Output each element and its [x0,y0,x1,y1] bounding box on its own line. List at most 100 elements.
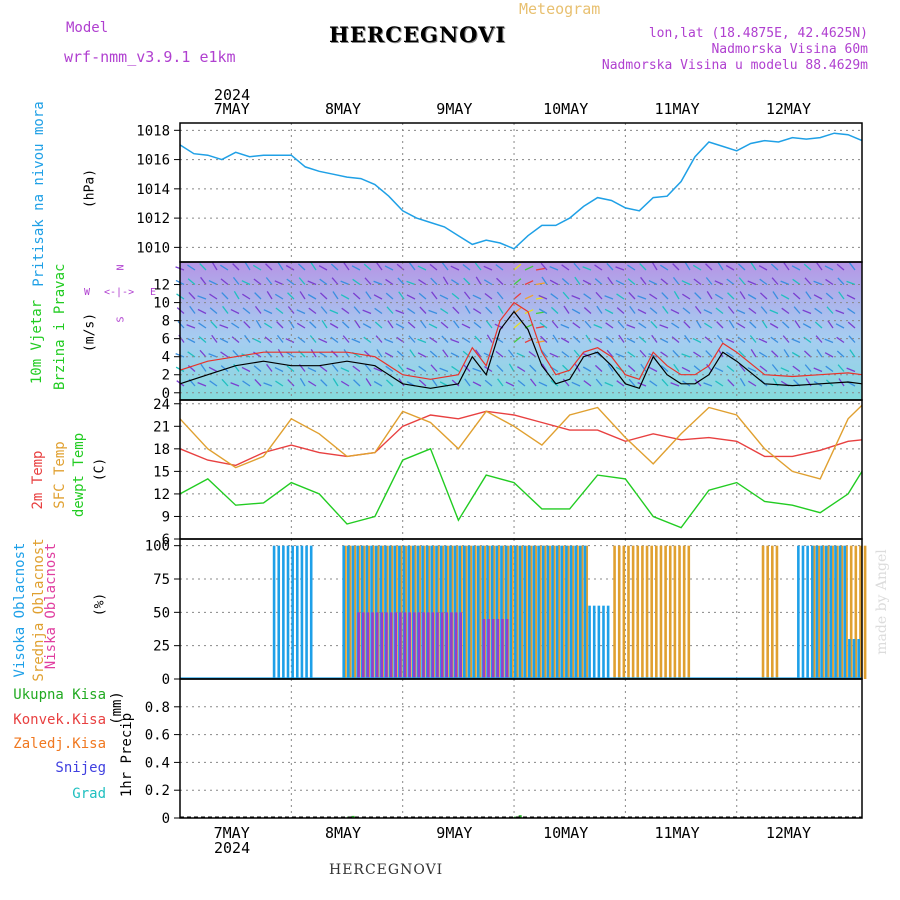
wind-arrow [673,363,680,372]
wind-arrow [442,349,449,358]
wind-arrow [637,382,647,387]
cloud_mid-bar [641,545,644,679]
wind-arrow [376,262,383,271]
wind-arrow [330,263,339,271]
panel-frame [179,122,863,263]
wind-arrow [727,379,735,387]
wind-arrow [200,276,207,285]
wind-arrow [572,322,581,329]
wind-arrow [429,263,438,271]
wind-arrow [583,293,592,300]
wind-arrow [672,277,680,285]
y-tick-label: 6 [162,532,170,548]
wind-arrow [208,279,218,286]
y-tick-label: 0.6 [145,728,170,744]
wind-arrow [266,363,273,372]
cloud_mid-bar [576,545,579,679]
wind-arrow [384,265,394,271]
cloud_high-bar [342,545,345,679]
wind-arrow [673,290,680,300]
wind-arrow [431,291,438,300]
cloud_mid-bar [636,545,640,679]
wind-arrow [750,349,757,358]
wind-arrow [220,264,229,271]
wind-arrow [836,263,845,271]
wind-arrow [341,307,350,315]
wind-arrow [836,350,845,358]
wind-arrow [738,350,746,358]
wind-arrow [188,291,196,300]
wind-arrow [274,280,284,286]
lonlat-label: lon,lat (18.4875E, 42.4625N) [648,26,868,41]
wind-arrow [497,305,504,314]
cloud_low-bar [385,612,388,679]
wind-arrow [406,294,416,300]
dewpoint-series-line [179,447,863,529]
wind-arrow [464,378,471,387]
wind-arrow [495,337,504,344]
wind-arrow [725,264,735,271]
cloud_high-bar [523,545,526,679]
wind-arrow [232,277,240,285]
meteogram-label: Meteogram [519,0,601,18]
wind-arrow [340,280,350,286]
wind-arrow [463,277,471,285]
wind-arrow [307,280,317,286]
wind-arrow [535,282,545,286]
cloud_high-bar [351,545,355,679]
y-tick-label: 0 [162,672,170,688]
wind-arrow [189,305,196,314]
wind-arrow [540,349,548,358]
cloud_low-bar [459,612,462,679]
wind-arrow [692,337,702,344]
cloud_low-bar [491,619,495,679]
cloud_high-bar [463,545,466,679]
wind-arrow [824,338,834,344]
wind-arrow [705,263,713,271]
wind-arrow [605,322,614,329]
wind-arrow [428,309,438,315]
wind-arrow [320,306,328,314]
wind-arrow [560,337,570,344]
wind-arrow [243,321,251,329]
wind-arrow [352,278,361,286]
wind-arrow [692,264,702,271]
wind-arrow [297,263,306,271]
cloud_high-bar [504,545,508,679]
wind-arrow [429,350,438,358]
wind-arrow [296,309,306,315]
wind-arrow [595,291,603,300]
wind-arrow [803,336,812,344]
cloud_high-bar [309,545,313,679]
wind-arrow [340,380,350,387]
wind-arrow [497,378,504,387]
wind-arrow [628,378,636,387]
wind-arrow [177,320,185,329]
wind-arrow [535,325,545,329]
cloud_mid-bar [771,545,774,679]
cloud_high-bar [286,545,290,679]
wind-arrow [451,292,460,300]
cloud_mid-bar [562,545,565,679]
wind-arrow [539,322,548,329]
cloud_high-bar [843,545,847,679]
wind-arrow [418,279,427,286]
cloud_low-bar [408,612,411,679]
wind-arrow [561,264,570,271]
wind-arrow [264,336,273,344]
wind-arrow [574,276,581,285]
wind-arrow [199,349,207,358]
wind-arrow [825,365,834,373]
compass-west: W [84,287,91,298]
wind-arrow [453,320,460,329]
wind-arrow [781,307,790,315]
wind-arrow [815,335,823,343]
wind-arrow [582,279,592,286]
wind-arrow [594,264,603,271]
wind-arrow [615,279,625,286]
wind-arrow [406,367,416,373]
wind-arrow [804,277,812,285]
y-tick-label: 8 [162,314,170,330]
cloud_high-bar [500,545,503,679]
cloud_mid-bar [348,545,352,679]
